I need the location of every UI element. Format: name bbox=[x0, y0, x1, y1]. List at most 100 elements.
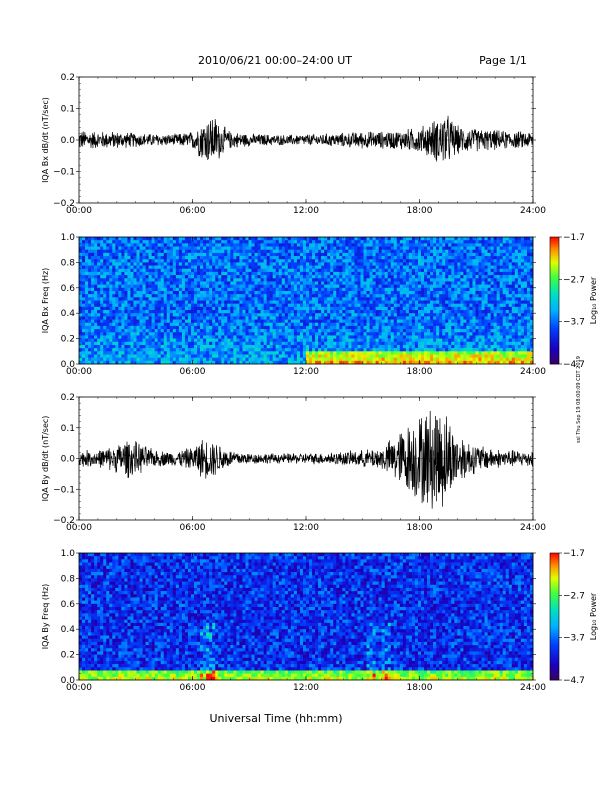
spectrogram-cell bbox=[242, 265, 246, 270]
spectrogram-cell bbox=[85, 259, 89, 263]
spectrogram-cell bbox=[154, 329, 158, 333]
spectrogram-cell bbox=[427, 306, 431, 311]
spectrogram-cell bbox=[82, 265, 86, 270]
spectrogram-cell bbox=[393, 278, 398, 282]
spectrogram-cell bbox=[263, 271, 267, 276]
spectrogram-cell bbox=[345, 262, 349, 266]
spectrogram-cell bbox=[378, 341, 382, 346]
spectrogram-cell bbox=[115, 243, 119, 247]
spectrogram-cell bbox=[115, 344, 119, 349]
spectrogram-cell bbox=[318, 306, 322, 311]
spectrogram-cell bbox=[121, 297, 125, 301]
spectrogram-cell bbox=[236, 284, 240, 289]
spectrogram-cell bbox=[369, 303, 373, 308]
spectrogram-cell bbox=[236, 360, 240, 365]
spectrogram-cell bbox=[115, 278, 119, 282]
spectrogram-cell bbox=[224, 341, 228, 346]
spectrogram-cell bbox=[236, 335, 240, 339]
spectrogram-cell bbox=[88, 360, 92, 365]
spectrogram-cell bbox=[209, 338, 213, 343]
spectrogram-cell bbox=[181, 294, 186, 298]
spectrogram-cell bbox=[160, 249, 165, 254]
spectrogram-cell bbox=[106, 256, 110, 260]
spectrogram-cell bbox=[375, 259, 379, 263]
spectrogram-cell bbox=[82, 246, 86, 250]
spectrogram-cell bbox=[363, 319, 367, 324]
spectrogram-cell bbox=[130, 275, 134, 279]
spectrogram-cell bbox=[309, 246, 313, 250]
spectrogram-cell bbox=[287, 294, 292, 298]
spectrogram-cell bbox=[336, 294, 340, 298]
spectrogram-cell bbox=[203, 335, 207, 339]
spectrogram-cell bbox=[272, 316, 277, 320]
spectrogram-cell bbox=[357, 271, 361, 276]
spectrogram-cell bbox=[127, 271, 131, 276]
spectrogram-cell bbox=[396, 322, 401, 327]
spectrogram-cell bbox=[215, 271, 219, 276]
spectrogram-cell bbox=[163, 348, 168, 352]
spectrogram-cell bbox=[318, 287, 322, 292]
spectrogram-cell bbox=[239, 237, 243, 241]
spectrogram-cell bbox=[284, 256, 289, 260]
spectrogram-cell bbox=[245, 240, 249, 244]
spectrogram-cell bbox=[85, 249, 89, 254]
spectrogram-cell bbox=[266, 252, 270, 257]
spectrogram-cell bbox=[315, 351, 319, 355]
spectrogram-cell bbox=[112, 325, 116, 330]
spectrogram-cell bbox=[278, 271, 283, 276]
spectrogram-cell bbox=[269, 300, 274, 304]
spectrogram-cell bbox=[184, 316, 189, 320]
spectrogram-cell bbox=[245, 341, 249, 346]
spectrogram-cell bbox=[115, 332, 119, 336]
spectrogram-cell bbox=[142, 290, 146, 295]
spectrogram-cell bbox=[142, 341, 146, 346]
spectrogram-cell bbox=[139, 357, 143, 362]
spectrogram-cell bbox=[100, 322, 104, 327]
spectrogram-cell bbox=[384, 294, 389, 298]
spectrogram-cell bbox=[299, 338, 304, 343]
spectrogram-cell bbox=[287, 335, 292, 339]
spectrogram-cell bbox=[354, 287, 358, 292]
spectrogram-cell bbox=[357, 252, 361, 257]
spectrogram-cell bbox=[133, 329, 137, 333]
spectrogram-cell bbox=[363, 335, 367, 339]
spectrogram-cell bbox=[312, 290, 316, 295]
spectrogram-cell bbox=[336, 316, 340, 320]
spectrogram-cell bbox=[399, 329, 404, 333]
spectrogram-cell bbox=[169, 338, 174, 343]
spectrogram-cell bbox=[88, 335, 92, 339]
spectrogram-cell bbox=[272, 284, 277, 289]
spectrogram-cell bbox=[424, 281, 428, 285]
spectrogram-cell bbox=[100, 281, 104, 285]
spectrogram-cell bbox=[115, 265, 119, 270]
spectrogram-cell bbox=[187, 338, 192, 343]
spectrogram-cell bbox=[336, 332, 340, 336]
spectrogram-cell bbox=[151, 351, 155, 355]
spectrogram-cell bbox=[290, 348, 295, 352]
spectrogram-cell bbox=[88, 259, 92, 263]
spectrogram-cell bbox=[239, 325, 243, 330]
spectrogram-cell bbox=[387, 262, 392, 266]
spectrogram-cell bbox=[221, 240, 225, 244]
spectrogram-cell bbox=[221, 259, 225, 263]
spectrogram-cell bbox=[390, 237, 395, 241]
spectrogram-cell bbox=[309, 256, 313, 260]
spectrogram-cell bbox=[312, 325, 316, 330]
spectrogram-cell bbox=[405, 275, 410, 279]
spectrogram-cell bbox=[339, 275, 343, 279]
spectrogram-cell bbox=[109, 252, 113, 257]
spectrogram-cell bbox=[248, 351, 252, 355]
spectrogram-cell bbox=[248, 354, 252, 358]
spectrogram-cell bbox=[178, 300, 183, 304]
spectrogram-cell bbox=[169, 325, 174, 330]
spectrogram-cell bbox=[112, 240, 116, 244]
spectrogram-cell bbox=[348, 322, 352, 327]
spectrogram-cell bbox=[269, 357, 274, 362]
spectrogram-cell bbox=[112, 297, 116, 301]
spectrogram-cell bbox=[345, 351, 349, 355]
spectrogram-cell bbox=[436, 294, 440, 298]
spectrogram-cell bbox=[375, 325, 379, 330]
spectrogram-cell bbox=[445, 240, 449, 244]
spectrogram-cell bbox=[236, 262, 240, 266]
